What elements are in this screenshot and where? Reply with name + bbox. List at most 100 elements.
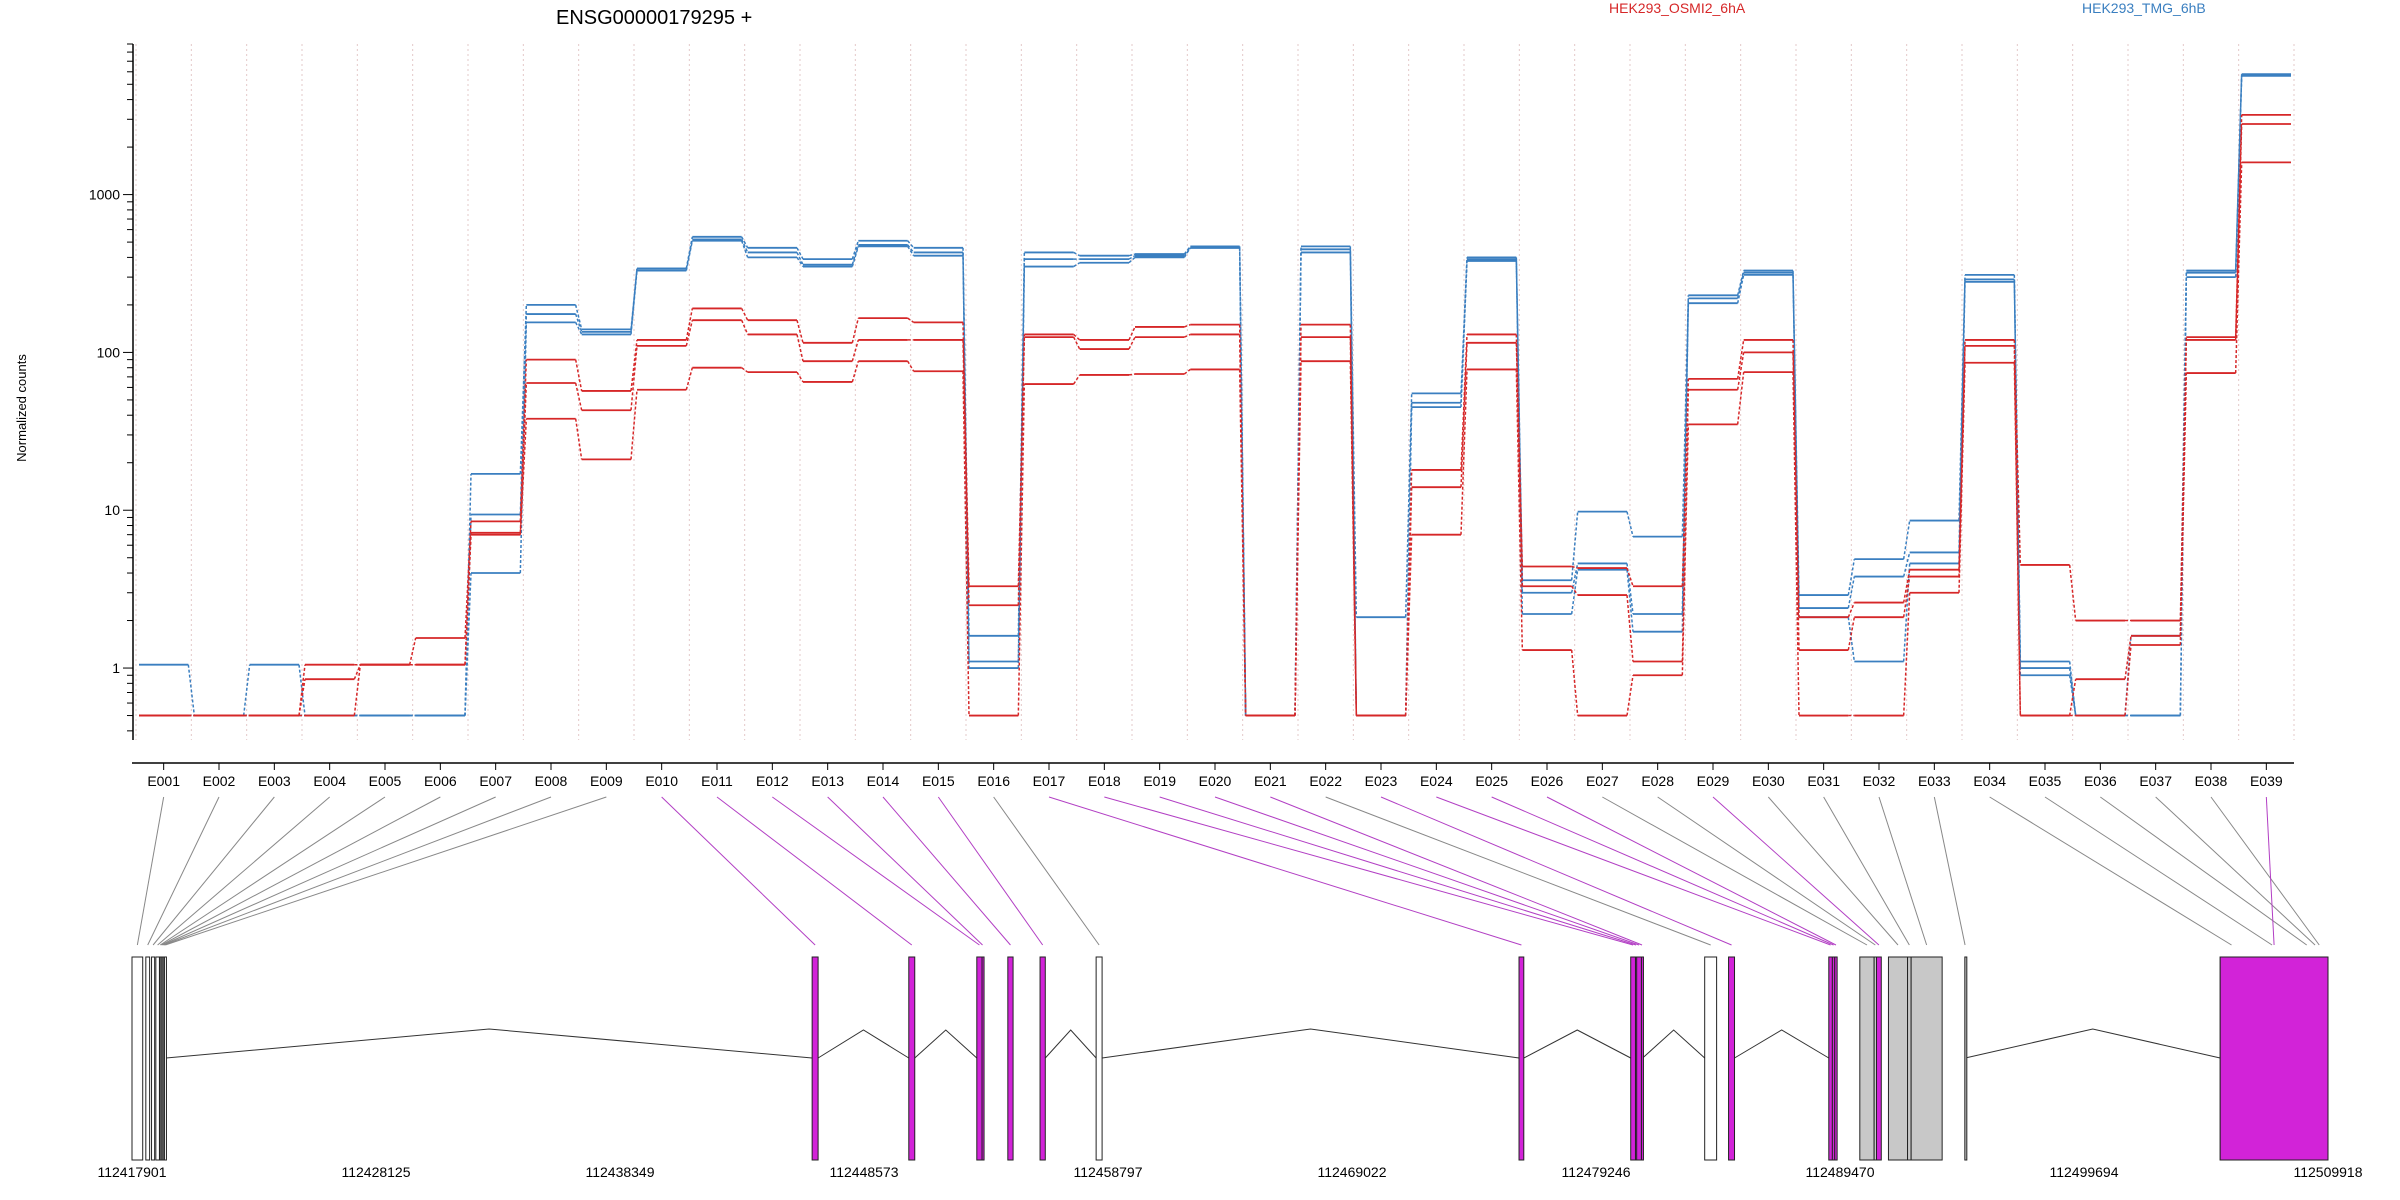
series-transition [2234,162,2243,374]
series-transition [1073,374,1081,385]
gene-model [131,956,2329,1161]
series-transition [1404,393,1413,618]
series-transition [741,367,749,373]
exon-box [976,956,983,1161]
series-transition [2013,362,2022,716]
series-transition [2124,635,2132,680]
series-line [139,74,2291,717]
series-transition [1570,511,1579,581]
x-tick-label: E030 [1752,773,1785,789]
series-transition [1736,352,1745,390]
exon-box [1640,956,1644,1161]
series-transition [1184,323,1191,328]
x-tick-label: E032 [1863,773,1896,789]
x-tick-label: E013 [811,773,844,789]
series-transition [1183,247,1191,257]
x-tick-label: E036 [2084,773,2117,789]
series-transition [1902,592,1911,716]
series-transition [1902,552,1911,577]
series-transition [796,371,804,383]
exon-box [1876,956,1882,1161]
series-line [139,123,2291,717]
coordinate-label: 112428125 [341,1164,410,1180]
series-transition [574,304,583,330]
exon-box [151,956,156,1161]
series-transition [1404,487,1413,716]
series-transition [242,664,251,716]
series-transition [298,679,306,716]
series-transition [1238,369,1247,716]
series-transition [574,418,583,460]
coordinate-label: 112489470 [1805,1164,1874,1180]
series-transition [962,371,970,716]
series-transition [1183,245,1191,255]
x-tick-label: E024 [1420,773,1453,789]
exon-connector [827,796,983,946]
x-tick-label: E001 [147,773,180,789]
exon-box [2219,956,2329,1161]
x-tick-label: E018 [1088,773,1121,789]
exon-connector [772,796,980,946]
exon-box [1910,956,1943,1161]
exon-connector [2044,796,2273,946]
exon-box [1518,956,1525,1161]
exon-connector [2100,796,2307,946]
series-transition [2124,644,2132,716]
series-transition [2234,75,2243,278]
x-tick-label: E011 [701,773,733,789]
series-transition [1902,520,1911,560]
series-transition [1073,251,1081,257]
series-transition [1958,362,1966,593]
series-transition [519,418,528,535]
exon-box [1704,956,1718,1161]
series-transition [685,308,694,341]
x-tick-label: E038 [2195,773,2228,789]
exon-connector [2265,796,2275,946]
series-transition [353,664,362,716]
exon-connector [2155,796,2316,946]
series-transition [907,317,915,323]
exon-connector [1048,796,1522,946]
exon-box [1828,956,1833,1161]
series-transition [907,360,915,372]
intron-line [1734,1029,1830,1059]
series-transition [1847,576,1856,609]
series-transition [1128,326,1136,341]
series-transition [685,240,694,271]
exon-box [1630,956,1636,1161]
x-tick-label: E005 [369,773,402,789]
exon-connector [882,796,1011,946]
series-transition [1570,649,1579,716]
x-tick-label: E037 [2139,773,2172,789]
x-tick-label: E009 [590,773,623,789]
series-transition [574,359,583,392]
series-transition [962,339,970,606]
series-transition [685,320,694,347]
coordinate-label: 112509918 [2293,1164,2362,1180]
series-transition [630,270,638,335]
plot-grid [135,44,2295,740]
x-tick-label: E025 [1475,773,1508,789]
series-transition [1073,262,1081,268]
x-tick-label: E035 [2029,773,2062,789]
exon-connector [1159,796,1637,946]
coordinate-label: 112417901 [97,1164,166,1180]
intron-line [1965,1028,2221,1059]
x-tick-label: E016 [977,773,1010,789]
series-transition [1073,333,1081,341]
exon-connector [2210,796,2320,946]
series-transition [1404,534,1413,716]
series-transition [464,521,472,639]
series-transition [740,308,749,321]
x-tick-label: E002 [203,773,236,789]
series-transition [630,345,638,411]
series-transition [796,334,804,362]
series-transition [1626,595,1634,662]
exon-connector [1767,796,1899,946]
exon-connector [661,796,816,946]
exon-connector [1380,796,1732,946]
y-tick-label: 1 [112,660,120,676]
exon-connector [159,796,386,946]
exon-box [1834,956,1838,1161]
series-transition [2234,114,2243,338]
